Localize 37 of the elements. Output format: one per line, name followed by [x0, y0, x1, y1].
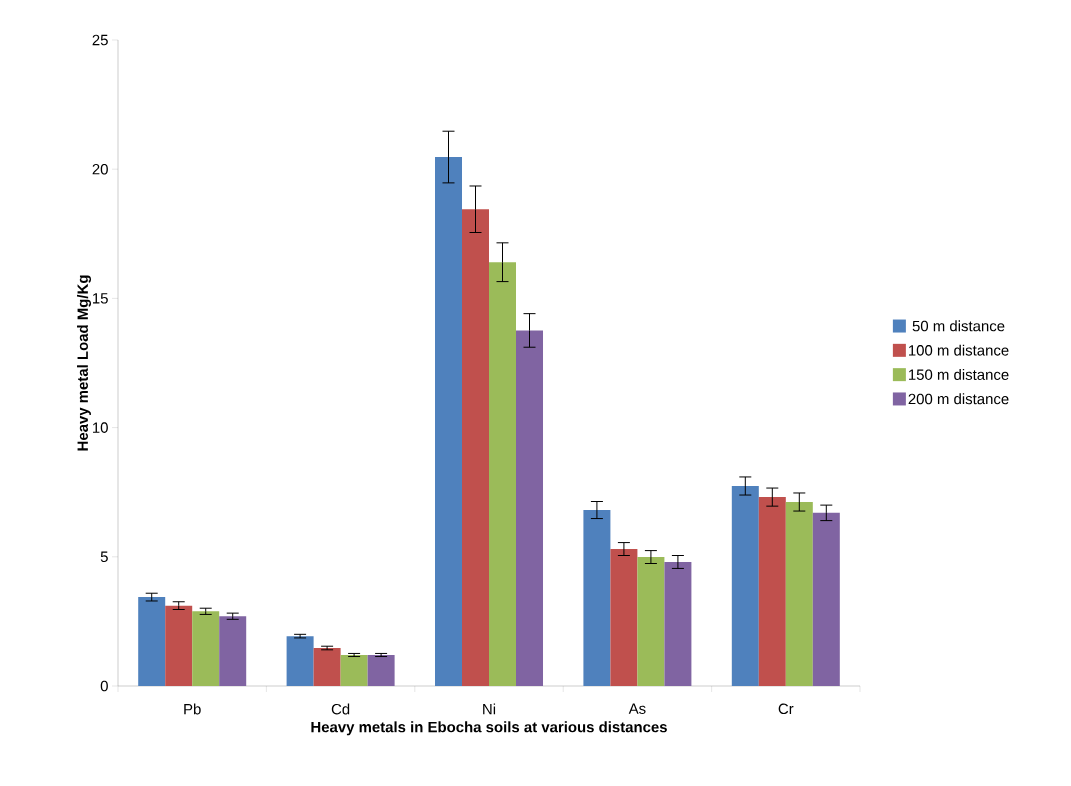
y-axis-title: Heavy metal Load Mg/Kg [77, 275, 92, 451]
bar [610, 549, 638, 686]
bar [516, 330, 544, 686]
bar [435, 157, 462, 686]
y-tick-label: 20 [92, 163, 108, 175]
bar [812, 512, 840, 686]
bar [664, 561, 692, 686]
bar [165, 605, 193, 686]
bar [192, 611, 220, 686]
bar [219, 616, 247, 686]
x-tick-label: Cr [778, 703, 794, 715]
bar [313, 648, 341, 686]
y-tick-label: 5 [100, 551, 108, 563]
legend-label: 100 m distance [909, 344, 1009, 356]
y-tick-label: 15 [93, 293, 108, 304]
bar [637, 557, 665, 686]
bar [489, 262, 516, 686]
legend-label: 200 m distance [908, 393, 1009, 405]
bar [583, 510, 611, 686]
bar [462, 209, 489, 686]
bar [785, 502, 813, 686]
bar [340, 654, 368, 686]
y-tick-label: 25 [92, 34, 108, 46]
bar [286, 636, 314, 686]
bar [758, 497, 786, 686]
x-tick-label: Pb [184, 703, 201, 715]
bar [367, 654, 395, 686]
bar [138, 597, 166, 686]
y-tick-label: 10 [93, 422, 108, 433]
legend-label: 150 m distance [909, 368, 1009, 380]
x-tick-label: Ni [483, 703, 496, 715]
x-tick-label: Cd [331, 703, 350, 715]
bar [731, 486, 759, 686]
x-axis-title: Heavy metals in Ebocha soils at various distances [311, 721, 667, 736]
x-tick-label: As [628, 703, 646, 714]
y-tick-label: 0 [100, 680, 108, 692]
legend-label: 50 m distance [912, 320, 1005, 332]
